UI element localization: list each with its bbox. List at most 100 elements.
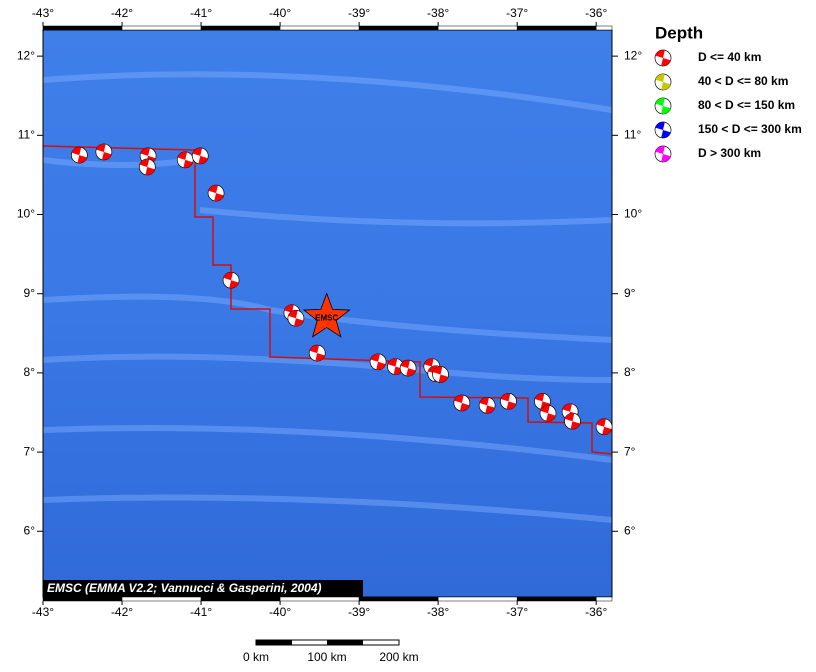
ball-quadrant <box>546 413 556 422</box>
ball-quadrant <box>655 49 665 58</box>
ball-quadrant <box>208 185 218 194</box>
lon-label: -43° <box>32 6 54 20</box>
lat-label: 12° <box>624 48 642 62</box>
legend-symbol <box>654 73 672 91</box>
lat-label: 7° <box>24 444 36 458</box>
ball-quadrant <box>661 154 671 163</box>
focal-mechanism <box>539 404 557 422</box>
lat-label: 10° <box>17 207 35 221</box>
frame-band <box>200 596 281 602</box>
ball-quadrant <box>229 280 239 289</box>
legend-label: 40 < D <= 80 km <box>698 74 788 88</box>
legend-symbol <box>654 97 672 115</box>
lon-label: -43° <box>32 605 54 619</box>
ball-quadrant <box>96 143 106 152</box>
scale-bar <box>255 639 400 646</box>
lat-label: 8° <box>624 365 636 379</box>
legend-symbol <box>654 121 672 139</box>
ball-quadrant <box>438 374 449 383</box>
ball-quadrant <box>454 394 464 403</box>
ball-quadrant <box>655 98 665 106</box>
lat-label: 6° <box>624 523 636 537</box>
lon-label: -38° <box>427 6 449 20</box>
frame-band <box>358 25 439 31</box>
epicenter-label: EMSC <box>315 314 338 323</box>
lat-label: 8° <box>24 365 36 379</box>
focal-mechanism <box>138 158 156 176</box>
ball-quadrant <box>661 58 671 66</box>
ball-quadrant <box>506 401 517 410</box>
lat-label: 12° <box>17 48 35 62</box>
lon-label: -39° <box>348 605 370 619</box>
frame-band <box>42 25 123 31</box>
lon-label: -36° <box>585 605 607 619</box>
ball-quadrant <box>460 402 470 411</box>
ball-quadrant <box>661 82 671 90</box>
lon-label: -42° <box>111 605 133 619</box>
legend-label: D > 300 km <box>698 146 761 160</box>
legend-title: Depth <box>655 23 703 42</box>
ball-quadrant <box>655 122 665 130</box>
ball-quadrant <box>223 272 233 281</box>
ball-quadrant <box>77 155 87 164</box>
plate-boundary <box>43 145 612 455</box>
ball-quadrant <box>198 155 208 164</box>
ball-quadrant <box>540 405 550 414</box>
ball-quadrant <box>432 366 443 375</box>
ball-quadrant <box>570 421 581 430</box>
legend-label: 80 < D <= 150 km <box>698 98 795 112</box>
scale-label: 100 km <box>307 650 346 664</box>
lon-label: -37° <box>506 6 528 20</box>
credit: EMSC (EMMA V2.2; Vannucci & Gasperini, 2… <box>47 581 322 595</box>
ball-quadrant <box>309 345 320 354</box>
lon-label: -38° <box>427 605 449 619</box>
frame-band <box>516 25 597 31</box>
lat-label: 6° <box>24 523 36 537</box>
lon-label: -41° <box>190 6 212 20</box>
frame-band <box>516 596 597 602</box>
ball-quadrant <box>661 106 671 114</box>
frame-band <box>437 25 518 31</box>
focal-mechanism <box>500 393 517 410</box>
legend-symbol <box>654 49 672 67</box>
ball-quadrant <box>534 393 545 402</box>
focal-mechanism <box>287 309 305 327</box>
lat-label: 11° <box>624 127 641 141</box>
ball-quadrant <box>284 304 294 313</box>
ball-quadrant <box>424 358 434 367</box>
focal-mechanism <box>399 359 417 377</box>
ball-quadrant <box>655 73 665 82</box>
frame-band <box>437 596 518 602</box>
ball-quadrant <box>596 418 606 427</box>
lon-label: -37° <box>506 605 528 619</box>
ball-quadrant <box>500 393 511 402</box>
lon-label: -41° <box>190 605 212 619</box>
ball-quadrant <box>370 353 380 362</box>
lon-label: -39° <box>348 6 370 20</box>
lon-label: -42° <box>111 6 133 20</box>
ball-quadrant <box>655 145 665 154</box>
lon-label: -40° <box>269 6 291 20</box>
focal-mechanism <box>564 412 581 430</box>
ball-quadrant <box>192 147 203 156</box>
ball-quadrant <box>294 318 304 327</box>
ball-quadrant <box>387 358 398 367</box>
frame-band <box>42 596 123 602</box>
lat-label: 9° <box>624 286 636 300</box>
epicenter-star <box>302 292 351 338</box>
focal-mechanism <box>191 147 209 165</box>
focal-mechanism <box>369 353 387 371</box>
ball-quadrant <box>564 413 575 422</box>
frame-band <box>595 596 613 602</box>
ball-quadrant <box>139 158 150 167</box>
ball-quadrant <box>602 426 612 435</box>
frame-band <box>358 596 439 602</box>
ball-quadrant <box>102 151 112 160</box>
focal-mechanism <box>453 394 471 412</box>
lat-label: 7° <box>624 444 636 458</box>
focal-mechanism <box>308 344 326 362</box>
focal-mechanism <box>95 143 113 161</box>
frame-band <box>279 596 360 602</box>
ball-quadrant <box>562 403 572 412</box>
ball-quadrant <box>406 368 416 377</box>
